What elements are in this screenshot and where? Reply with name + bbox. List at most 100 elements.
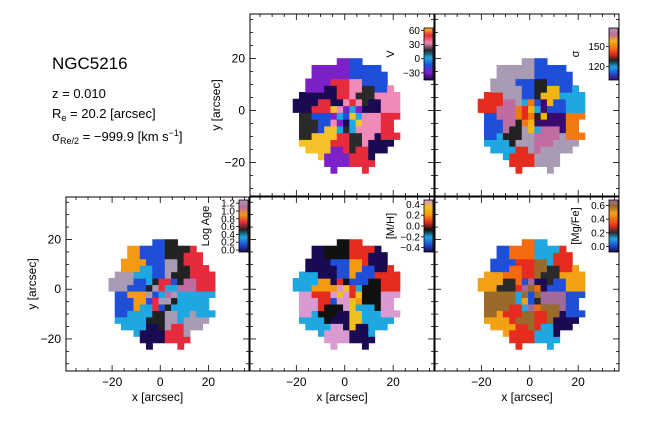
spaxel-bin bbox=[330, 310, 338, 318]
spaxel-bin bbox=[189, 245, 197, 253]
spaxel-bin bbox=[177, 316, 185, 324]
spaxel-bin bbox=[336, 271, 344, 279]
spaxel-bin bbox=[490, 139, 498, 147]
spaxel-bin bbox=[158, 239, 166, 247]
spaxel-bin bbox=[546, 278, 554, 286]
colorbar-label: [M/H] bbox=[385, 213, 397, 239]
colorbar-tick-label: 0.0 bbox=[406, 222, 420, 233]
spaxel-bin bbox=[196, 303, 203, 311]
colorbar-tick-label: 0.4 bbox=[221, 230, 235, 241]
spaxel-bin bbox=[305, 297, 313, 305]
spaxel-bin bbox=[189, 310, 197, 318]
spaxel-bin bbox=[183, 265, 191, 273]
spaxel-bin bbox=[521, 119, 529, 127]
spaxel-bin bbox=[171, 239, 178, 247]
spaxel-bin bbox=[559, 310, 567, 318]
spaxel-bin bbox=[349, 125, 357, 134]
spaxel-bin bbox=[317, 329, 325, 337]
spaxel-bin bbox=[553, 297, 561, 305]
spaxel-bin bbox=[330, 112, 338, 120]
re-sub: e bbox=[61, 113, 67, 123]
spaxel-bin bbox=[387, 265, 395, 273]
spaxel-bin bbox=[374, 119, 382, 127]
spaxel-bin bbox=[477, 284, 485, 292]
re-symbol: R bbox=[52, 106, 62, 121]
spaxel-bin bbox=[553, 316, 561, 324]
spaxel-bin bbox=[139, 284, 147, 292]
spaxel-bin bbox=[177, 323, 185, 331]
spaxel-bin bbox=[521, 252, 529, 260]
spaxel-bin bbox=[509, 139, 517, 147]
spaxel-bin bbox=[578, 290, 586, 299]
spaxel-bin bbox=[361, 297, 369, 305]
spaxel-bin bbox=[171, 303, 178, 311]
spaxel-bin bbox=[177, 297, 185, 305]
spaxel-bin bbox=[330, 297, 338, 305]
spaxel-bin bbox=[361, 271, 369, 279]
spaxel-bin bbox=[502, 85, 510, 93]
spaxel-bin bbox=[380, 112, 388, 120]
spaxel-bin bbox=[202, 278, 210, 286]
spaxel-bin bbox=[146, 284, 153, 292]
spaxel-bin bbox=[374, 278, 382, 286]
spaxel-bin bbox=[183, 284, 191, 292]
spaxel-bin bbox=[521, 271, 529, 279]
spaxel-bin bbox=[534, 132, 542, 140]
spaxel-bin bbox=[572, 85, 580, 93]
spaxel-bin bbox=[528, 297, 535, 305]
spaxel-bin bbox=[490, 310, 498, 318]
spaxel-bin bbox=[330, 284, 338, 292]
spaxel-bin bbox=[158, 278, 166, 286]
spaxel-bin bbox=[114, 271, 122, 279]
spaxel-bin bbox=[139, 258, 147, 266]
spaxel-bin bbox=[361, 278, 369, 286]
spaxel-bin bbox=[133, 310, 141, 318]
spaxel-bin bbox=[317, 64, 325, 73]
spaxel-bin bbox=[578, 132, 586, 140]
spaxel-bin bbox=[183, 258, 191, 266]
spaxel-bin bbox=[387, 85, 395, 93]
spaxel-bin bbox=[484, 105, 491, 113]
spaxel-bin bbox=[158, 258, 166, 266]
spaxel-bin bbox=[133, 303, 141, 311]
spaxel-bin bbox=[515, 278, 523, 286]
spaxel-bin bbox=[509, 98, 517, 107]
spaxel-bin bbox=[343, 119, 350, 127]
spaxel-bin bbox=[490, 303, 498, 311]
spaxel-bin bbox=[317, 323, 325, 331]
spaxel-bin bbox=[546, 152, 554, 161]
spaxel-bin bbox=[299, 112, 306, 120]
spaxel-bin bbox=[521, 85, 529, 93]
spaxel-bin bbox=[139, 297, 147, 305]
spaxel-bin bbox=[343, 85, 350, 93]
colorbar-fill bbox=[608, 27, 619, 81]
spaxel-bin bbox=[121, 290, 128, 299]
spaxel-bin bbox=[361, 284, 369, 292]
spaxel-bin bbox=[546, 98, 554, 107]
spaxel-bin bbox=[380, 125, 388, 134]
spaxel-bin bbox=[336, 329, 344, 337]
spaxel-bin bbox=[528, 146, 535, 154]
x-tick-label: 20 bbox=[202, 375, 216, 389]
spaxel-bin bbox=[208, 290, 216, 299]
spaxel-bin bbox=[559, 92, 567, 100]
spaxel-bin bbox=[146, 252, 153, 260]
spaxel-bin bbox=[572, 132, 580, 140]
spaxel-bin bbox=[534, 112, 542, 120]
spaxel-bin bbox=[196, 290, 203, 299]
spaxel-bin bbox=[336, 297, 344, 305]
spaxel-bin bbox=[305, 78, 313, 86]
spaxel-bin bbox=[572, 278, 580, 286]
spaxel-bin bbox=[158, 271, 166, 279]
spaxel-bin bbox=[355, 323, 363, 331]
spaxel-bin bbox=[387, 132, 395, 140]
spaxel-bin bbox=[578, 112, 586, 120]
spaxel-bin bbox=[540, 245, 548, 253]
spaxel-bin bbox=[546, 112, 554, 120]
spaxel-bin bbox=[534, 310, 542, 318]
spaxel-bin bbox=[540, 78, 548, 86]
spaxel-bin bbox=[490, 258, 498, 266]
spaxel-bin bbox=[349, 159, 357, 167]
spaxel-bin bbox=[540, 316, 548, 324]
spaxel-bin bbox=[361, 265, 369, 273]
